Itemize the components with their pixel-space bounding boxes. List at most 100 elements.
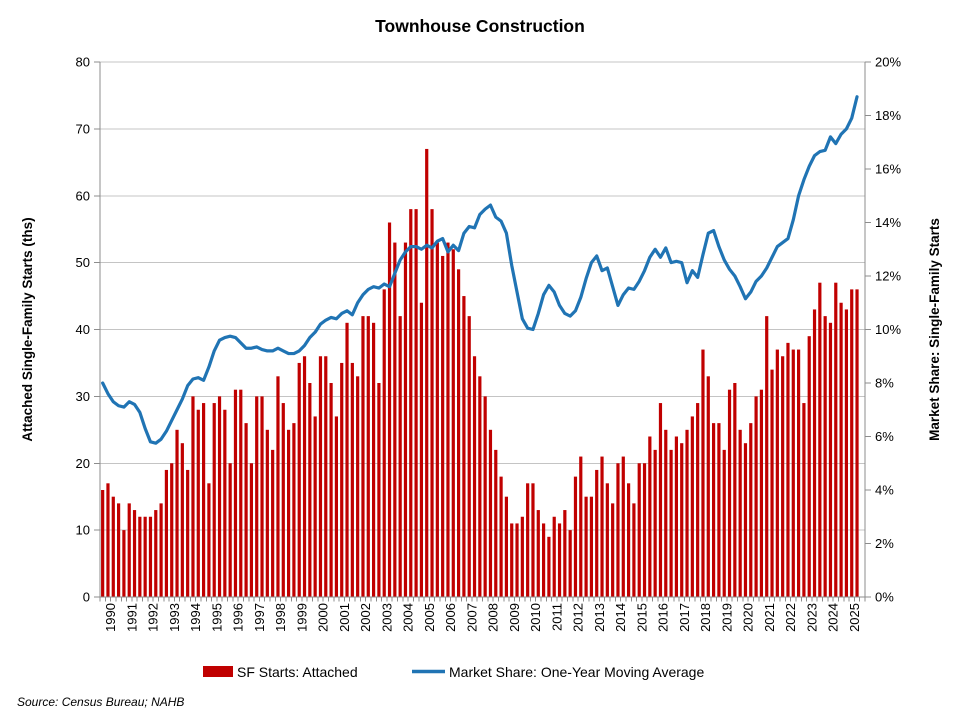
- x-axis-year-label: 2016: [656, 603, 671, 632]
- bar: [260, 396, 264, 597]
- x-axis-year-label: 2023: [804, 603, 819, 632]
- bar: [541, 523, 546, 597]
- bar: [812, 309, 817, 597]
- bar: [648, 436, 652, 597]
- bar: [414, 209, 418, 597]
- x-axis-year-label: 2024: [826, 603, 841, 632]
- bar: [101, 490, 105, 597]
- bar: [488, 429, 493, 597]
- bar: [478, 376, 482, 597]
- bar: [292, 423, 296, 597]
- bar: [425, 148, 429, 597]
- bar: [217, 396, 222, 597]
- x-axis-year-label: 2003: [379, 603, 394, 632]
- market-share-line: [101, 95, 859, 445]
- bar: [223, 409, 227, 597]
- bar: [350, 362, 354, 597]
- bar: [706, 376, 710, 597]
- bar: [759, 389, 764, 597]
- bar: [446, 242, 450, 597]
- x-axis-year-label: 2018: [698, 603, 713, 632]
- bar: [154, 510, 158, 597]
- bar: [201, 403, 206, 597]
- bar: [791, 349, 795, 597]
- bar: [371, 322, 376, 597]
- bar: [398, 316, 402, 597]
- left-axis-tick-label: 20: [76, 456, 90, 471]
- bar: [170, 463, 174, 597]
- bar: [807, 336, 811, 597]
- bar: [334, 416, 339, 597]
- bar: [733, 383, 737, 597]
- x-axis-year-label: 1999: [294, 603, 309, 632]
- bar: [515, 523, 519, 597]
- bar: [435, 242, 439, 597]
- x-axis-year-label: 2002: [358, 603, 373, 632]
- chart-title: Townhouse Construction: [375, 16, 585, 36]
- x-axis-year-label: 2001: [337, 603, 352, 632]
- bar: [483, 396, 487, 597]
- bar: [526, 483, 530, 597]
- x-axis-year-label: 2000: [316, 603, 331, 632]
- bar: [632, 503, 636, 597]
- bar: [642, 463, 647, 597]
- bar: [696, 403, 700, 597]
- x-axis-year-label: 2011: [549, 603, 564, 631]
- bar: [589, 496, 594, 597]
- bar: [547, 536, 551, 597]
- bar: [605, 483, 609, 597]
- right-axis-tick-label: 2%: [875, 536, 894, 551]
- bar: [393, 242, 397, 597]
- x-axis-year-label: 2019: [719, 603, 734, 632]
- left-axis-tick-label: 40: [76, 322, 90, 337]
- bar: [749, 423, 753, 597]
- source-note: Source: Census Bureau; NAHB: [17, 695, 184, 709]
- x-axis-year-label: 2008: [486, 603, 501, 632]
- bar: [308, 383, 312, 597]
- bar: [802, 403, 806, 597]
- bar: [361, 316, 365, 597]
- legend-item-bars: SF Starts: Attached: [203, 664, 358, 680]
- bar: [711, 423, 716, 597]
- x-axis-year-label: 2015: [634, 603, 649, 632]
- left-axis-tick-label: 50: [76, 255, 90, 270]
- bar: [451, 249, 455, 597]
- bar: [722, 449, 726, 597]
- bar: [775, 349, 779, 597]
- bar: [441, 255, 445, 597]
- bar: [818, 282, 822, 597]
- bar: [111, 496, 115, 597]
- bar: [626, 483, 631, 597]
- right-axis-tick-label: 0%: [875, 590, 894, 605]
- x-axis-year-label: 2017: [677, 603, 692, 632]
- bar: [138, 516, 142, 597]
- left-axis-tick-label: 80: [76, 55, 90, 70]
- left-axis-tick-label: 60: [76, 188, 90, 203]
- left-axis-tick-label: 70: [76, 121, 90, 136]
- bar: [669, 449, 673, 597]
- x-axis-year-label: 2007: [464, 603, 479, 632]
- bar: [377, 383, 381, 597]
- bar: [148, 516, 153, 597]
- bar: [796, 349, 801, 597]
- bar: [249, 463, 254, 597]
- x-axis-year-label: 1995: [209, 603, 224, 632]
- bar: [552, 516, 556, 597]
- x-axis-year-label: 2010: [528, 603, 543, 632]
- right-axis-tick-label: 16%: [875, 162, 901, 177]
- bar: [781, 356, 785, 597]
- bar: [356, 376, 360, 597]
- bar: [419, 302, 424, 597]
- bar: [834, 282, 838, 597]
- legend: SF Starts: Attached Market Share: One-Ye…: [203, 664, 704, 680]
- x-axis-year-label: 1997: [252, 603, 267, 632]
- right-axis-tick-label: 4%: [875, 483, 894, 498]
- legend-label-line: Market Share: One-Year Moving Average: [449, 664, 704, 680]
- x-axis-year-label: 2013: [592, 603, 607, 632]
- bar: [685, 429, 689, 597]
- right-axis-tick-label: 10%: [875, 322, 901, 337]
- bar: [531, 483, 535, 597]
- bar: [770, 369, 774, 597]
- axes: [94, 61, 871, 602]
